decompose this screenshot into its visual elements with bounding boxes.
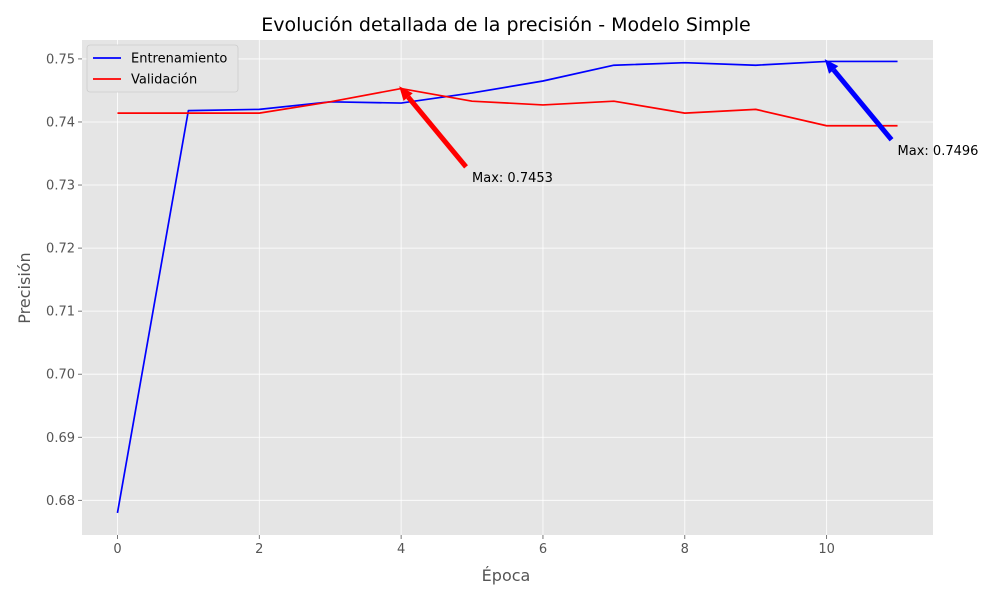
chart-title: Evolución detallada de la precisión - Mo…	[261, 14, 750, 36]
annotation-label: Max: 0.7496	[898, 144, 979, 159]
plot-area	[82, 40, 933, 535]
x-tick-label: 2	[255, 542, 263, 557]
annotation-arrow-shaft	[831, 68, 894, 142]
legend-box	[86, 44, 239, 93]
x-axis-label: Época	[482, 566, 531, 585]
grid-lines	[82, 40, 933, 535]
annotation-arrow-head	[824, 59, 839, 74]
x-tick-label: 4	[397, 542, 405, 557]
x-tick-label: 6	[539, 542, 547, 557]
y-tick-label: 0.74	[46, 115, 75, 130]
y-tick-label: 0.71	[46, 305, 75, 320]
y-tick-label: 0.75	[46, 52, 75, 67]
annotations: Max: 0.7453 Max: 0.7496	[399, 59, 978, 186]
y-tick-label: 0.72	[46, 242, 75, 257]
axis-ticks: 0 2 4 6 8 10 0.68 0.69 0.70 0.71 0.72 0.73 0.74 0.75	[46, 52, 835, 557]
y-tick-label: 0.73	[46, 179, 75, 194]
y-tick-label: 0.69	[46, 431, 75, 446]
series-lines	[116, 60, 898, 514]
series-line-validacion	[117, 87, 898, 127]
legend: Entrenamiento Validación	[86, 44, 239, 93]
y-axis-label: Precisión	[15, 252, 34, 323]
legend-label: Entrenamiento	[131, 52, 227, 67]
y-tick-label: 0.68	[46, 494, 75, 509]
x-tick-label: 10	[818, 542, 835, 557]
annotation-arrow-shaft	[406, 95, 468, 169]
annotation-label: Max: 0.7453	[472, 171, 553, 186]
x-tick-label: 8	[681, 542, 689, 557]
annotation-arrow-head	[399, 86, 413, 101]
x-tick-label: 0	[113, 542, 121, 557]
y-tick-label: 0.70	[46, 368, 75, 383]
legend-label: Validación	[131, 73, 197, 88]
series-line-entrenamiento	[116, 60, 898, 514]
